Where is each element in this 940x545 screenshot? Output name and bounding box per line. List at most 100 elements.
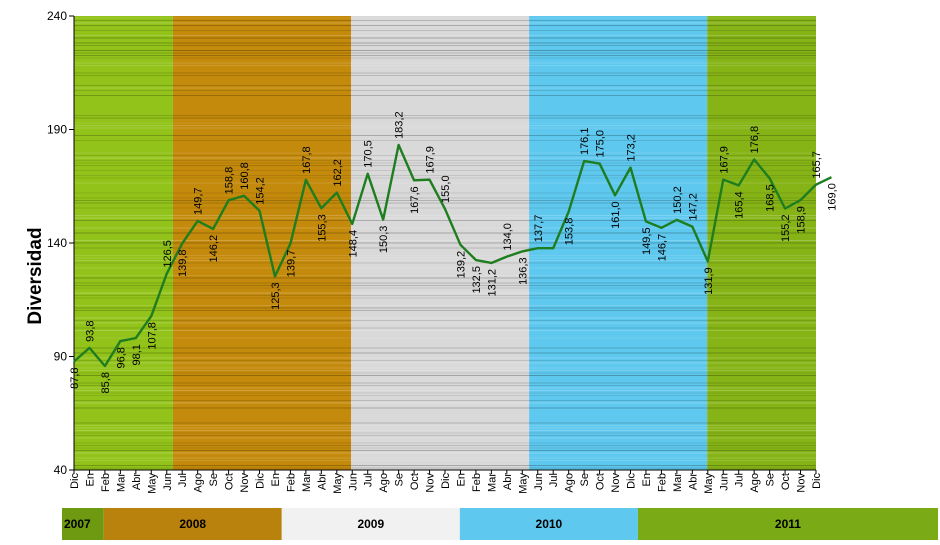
x-tick-label: Dic: [626, 473, 638, 489]
period-band: [351, 16, 530, 470]
year-segment: [459, 508, 638, 540]
data-label: 139,8: [177, 249, 189, 277]
data-label: 161,0: [610, 201, 622, 229]
x-tick-label: Feb: [656, 473, 668, 492]
x-tick-label: Dic: [255, 473, 267, 489]
data-label: 107,8: [146, 322, 158, 350]
y-axis-title-text: Diversidad: [25, 227, 46, 325]
x-tick-label: May: [332, 473, 344, 494]
x-tick-label: Dic: [440, 473, 452, 489]
data-label: 131,9: [703, 267, 715, 295]
band-texture: [74, 17, 816, 469]
year-bar: 2007 2008 2009 2010 2011: [62, 508, 938, 540]
data-label: 150,3: [378, 226, 390, 254]
data-label: 158,8: [224, 167, 236, 195]
x-tick-label: Ago: [193, 473, 205, 493]
data-label: 158,9: [796, 206, 808, 234]
x-tick-label: Oct: [409, 473, 421, 490]
data-label: 183,2: [394, 111, 406, 139]
data-label: 155,0: [440, 175, 452, 203]
data-label: 165,4: [734, 191, 746, 219]
x-category-labels: Dic En Feb Mar Abr May Jun Jul Ago Se Oct Nov Dic En F…: [69, 470, 823, 494]
x-tick-label: Se: [765, 473, 777, 486]
x-tick-label: Abr: [687, 473, 699, 490]
data-label: 165,7: [811, 151, 823, 179]
y-tick-label: 140: [47, 236, 67, 250]
x-tick-label: Mar: [672, 473, 684, 492]
data-label: 132,5: [471, 266, 483, 294]
x-tick-label: Oct: [224, 473, 236, 490]
data-label: 93,8: [84, 320, 96, 341]
x-tick-label: Abr: [131, 473, 143, 490]
period-band: [172, 16, 352, 470]
data-label: 162,2: [332, 159, 344, 187]
x-tick-label: Jul: [177, 473, 189, 487]
data-label: 146,2: [208, 235, 220, 263]
period-band: [707, 16, 816, 470]
x-tick-label: Mar: [301, 473, 313, 492]
x-tick-label: Dic: [811, 473, 823, 489]
series-line: [73, 143, 832, 368]
x-tick-label: Jun: [718, 473, 730, 491]
x-tick-label: Abr: [316, 473, 328, 490]
year-segment: [637, 508, 938, 540]
data-label: 155,2: [780, 214, 792, 242]
y-tick-label: 190: [47, 123, 67, 137]
data-label: 160,8: [239, 162, 251, 190]
data-label: 176,8: [749, 126, 761, 154]
data-label: 131,2: [486, 269, 498, 297]
data-label: 149,7: [193, 187, 205, 215]
x-tick-label: Nov: [796, 473, 808, 493]
data-label: 139,7: [285, 250, 297, 278]
data-label: 167,6: [409, 186, 421, 214]
x-tick-label: Jul: [548, 473, 560, 487]
data-label: 98,1: [131, 344, 143, 365]
x-tick-label: Jul: [734, 473, 746, 487]
x-tick-label: En: [455, 473, 467, 486]
data-label: 169,0: [826, 183, 838, 211]
x-tick-label: Se: [394, 473, 406, 486]
x-tick-label: En: [641, 473, 653, 486]
x-tick-label: Oct: [595, 473, 607, 490]
data-label: 155,3: [316, 214, 328, 242]
period-bands: [74, 16, 816, 470]
data-label: 150,2: [672, 186, 684, 214]
data-label: 167,9: [718, 146, 730, 174]
period-band: [529, 16, 708, 470]
year-label: 2008: [179, 517, 206, 531]
x-tick-label: May: [703, 473, 715, 494]
data-label: 125,3: [270, 282, 282, 310]
year-label: 2011: [775, 517, 801, 531]
data-label: 146,7: [656, 234, 668, 262]
data-label: 148,4: [347, 230, 359, 258]
y-axis-title: Diversidad: [16, 186, 56, 366]
x-tick-label: Ago: [564, 473, 576, 493]
data-label: 147,2: [687, 193, 699, 221]
year-segment: [103, 508, 282, 540]
y-tick-label: 240: [47, 9, 67, 23]
data-label: 87,8: [69, 367, 81, 388]
data-label: 139,2: [455, 251, 467, 279]
x-tick-label: Feb: [285, 473, 297, 492]
data-label: 176,1: [579, 128, 591, 156]
x-tick-label: En: [270, 473, 282, 486]
data-label: 137,7: [533, 215, 545, 243]
data-label: 167,9: [425, 146, 437, 174]
y-tick-label: 90: [54, 350, 68, 364]
x-tick-label: May: [517, 473, 529, 494]
year-label: 2010: [536, 517, 563, 531]
data-label: 175,0: [595, 130, 607, 158]
x-tick-label: Nov: [425, 473, 437, 493]
data-label: 134,0: [502, 223, 514, 251]
x-tick-label: Nov: [610, 473, 622, 493]
x-tick-label: Se: [208, 473, 220, 486]
x-tick-label: Mar: [115, 473, 127, 492]
data-label: 168,5: [765, 184, 777, 212]
data-label: 126,5: [162, 240, 174, 268]
y-tick-label: 40: [54, 463, 68, 477]
data-label: 173,2: [626, 134, 638, 162]
x-tick-label: Ago: [749, 473, 761, 493]
x-tick-label: Dic: [69, 473, 81, 489]
data-label: 149,5: [641, 227, 653, 255]
